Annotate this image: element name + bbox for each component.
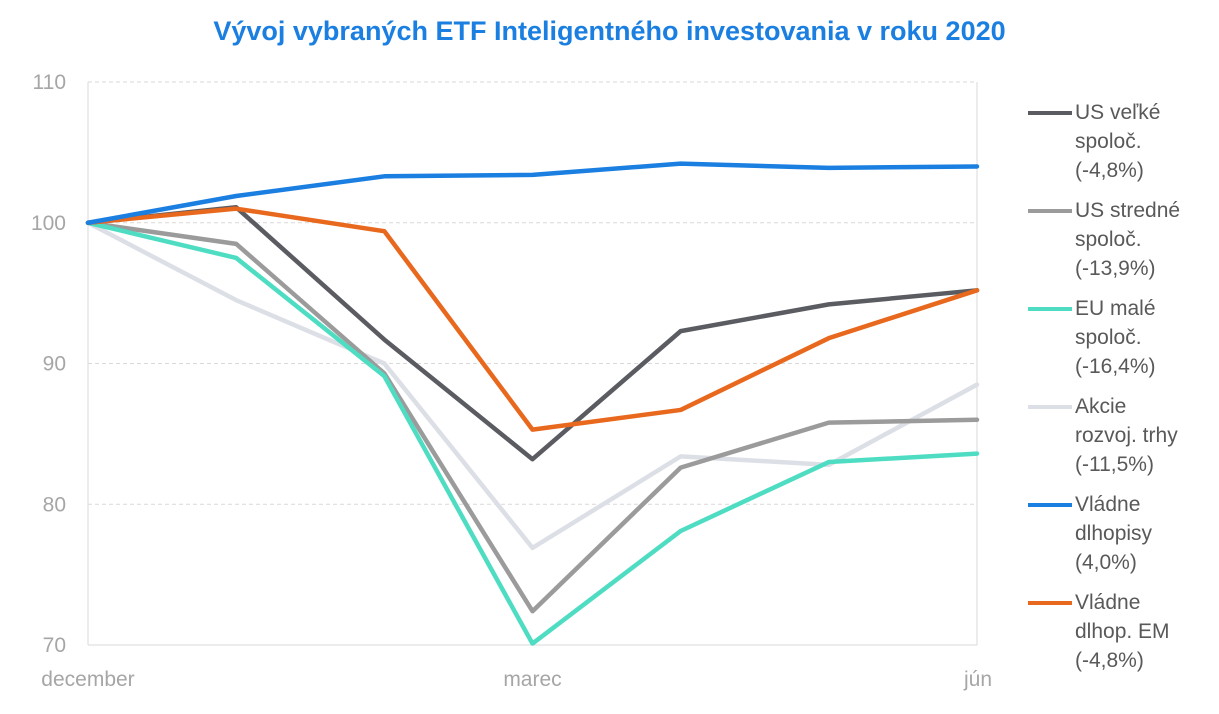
legend-label-line: spoloč. xyxy=(1075,130,1142,153)
legend-label-line: (-13,9%) xyxy=(1075,257,1156,280)
legend-item: Vládne dlhop. EM (-4,8%) xyxy=(1028,588,1213,686)
legend: US veľké spoloč. (-4,8%) US stredné spoloč. (… xyxy=(1028,98,1213,686)
series-line xyxy=(85,220,980,614)
legend-swatch xyxy=(1028,307,1072,311)
legend-label: Vládne dlhop. EM (-4,8%) xyxy=(1075,588,1170,675)
y-tick-label: 80 xyxy=(43,493,66,516)
x-tick-label: jún xyxy=(963,668,992,691)
series-line xyxy=(85,161,980,225)
legend-swatch xyxy=(1028,111,1072,115)
y-tick-label: 110 xyxy=(33,71,66,94)
series-line xyxy=(85,206,980,432)
gridlines xyxy=(88,81,977,505)
legend-label-line: Vládne xyxy=(1075,591,1141,614)
legend-label-line: (4,0%) xyxy=(1075,551,1137,574)
legend-label: US stredné spoloč. (-13,9%) xyxy=(1075,196,1180,283)
x-tick-label: marec xyxy=(503,668,561,691)
legend-swatch xyxy=(1028,503,1072,507)
legend-label-line: US veľké xyxy=(1075,101,1161,124)
legend-label-line: dlhopisy xyxy=(1075,522,1153,545)
y-tick-label: 90 xyxy=(43,353,66,376)
y-tick-labels: 70 80 90 100 110 xyxy=(31,71,66,657)
legend-label-line: US stredné xyxy=(1075,199,1181,222)
x-tick-labels: december marec jún xyxy=(41,668,992,691)
legend-swatch xyxy=(1028,601,1072,605)
legend-label-line: rozvoj. trhy xyxy=(1075,424,1178,447)
legend-label-line: spoloč. xyxy=(1075,326,1142,349)
legend-label: Akcie rozvoj. trhy (-11,5%) xyxy=(1075,392,1178,479)
legend-item: US veľké spoloč. (-4,8%) xyxy=(1028,98,1213,196)
legend-label: EU malé spoloč. (-16,4%) xyxy=(1075,294,1156,381)
series-lines xyxy=(85,161,980,646)
x-tick-label: december xyxy=(41,668,134,691)
chart-title: Vývoj vybraných ETF Inteligentného inves… xyxy=(213,16,1006,46)
legend-item: Vládne dlhopisy (4,0%) xyxy=(1028,490,1213,588)
legend-item: Akcie rozvoj. trhy (-11,5%) xyxy=(1028,392,1213,490)
legend-label-line: Vládne xyxy=(1075,493,1141,516)
legend-label-line: (-4,8%) xyxy=(1075,159,1144,182)
legend-label-line: spoloč. xyxy=(1075,228,1142,251)
legend-item: US stredné spoloč. (-13,9%) xyxy=(1028,196,1213,294)
legend-label: Vládne dlhopisy (4,0%) xyxy=(1075,490,1152,577)
legend-label: US veľké spoloč. (-4,8%) xyxy=(1075,98,1161,185)
y-tick-label: 100 xyxy=(31,212,66,235)
legend-item: EU malé spoloč. (-16,4%) xyxy=(1028,294,1213,392)
legend-label-line: EU malé xyxy=(1075,297,1156,320)
legend-label-line: Akcie xyxy=(1075,395,1127,418)
legend-label-line: dlhop. EM xyxy=(1075,620,1170,643)
y-tick-label: 70 xyxy=(43,634,66,657)
series-line xyxy=(85,220,980,646)
legend-label-line: (-4,8%) xyxy=(1075,649,1144,672)
series-line xyxy=(85,220,980,551)
legend-label-line: (-16,4%) xyxy=(1075,355,1156,378)
legend-swatch xyxy=(1028,209,1072,213)
legend-label-line: (-11,5%) xyxy=(1075,453,1154,476)
legend-swatch xyxy=(1028,405,1072,409)
